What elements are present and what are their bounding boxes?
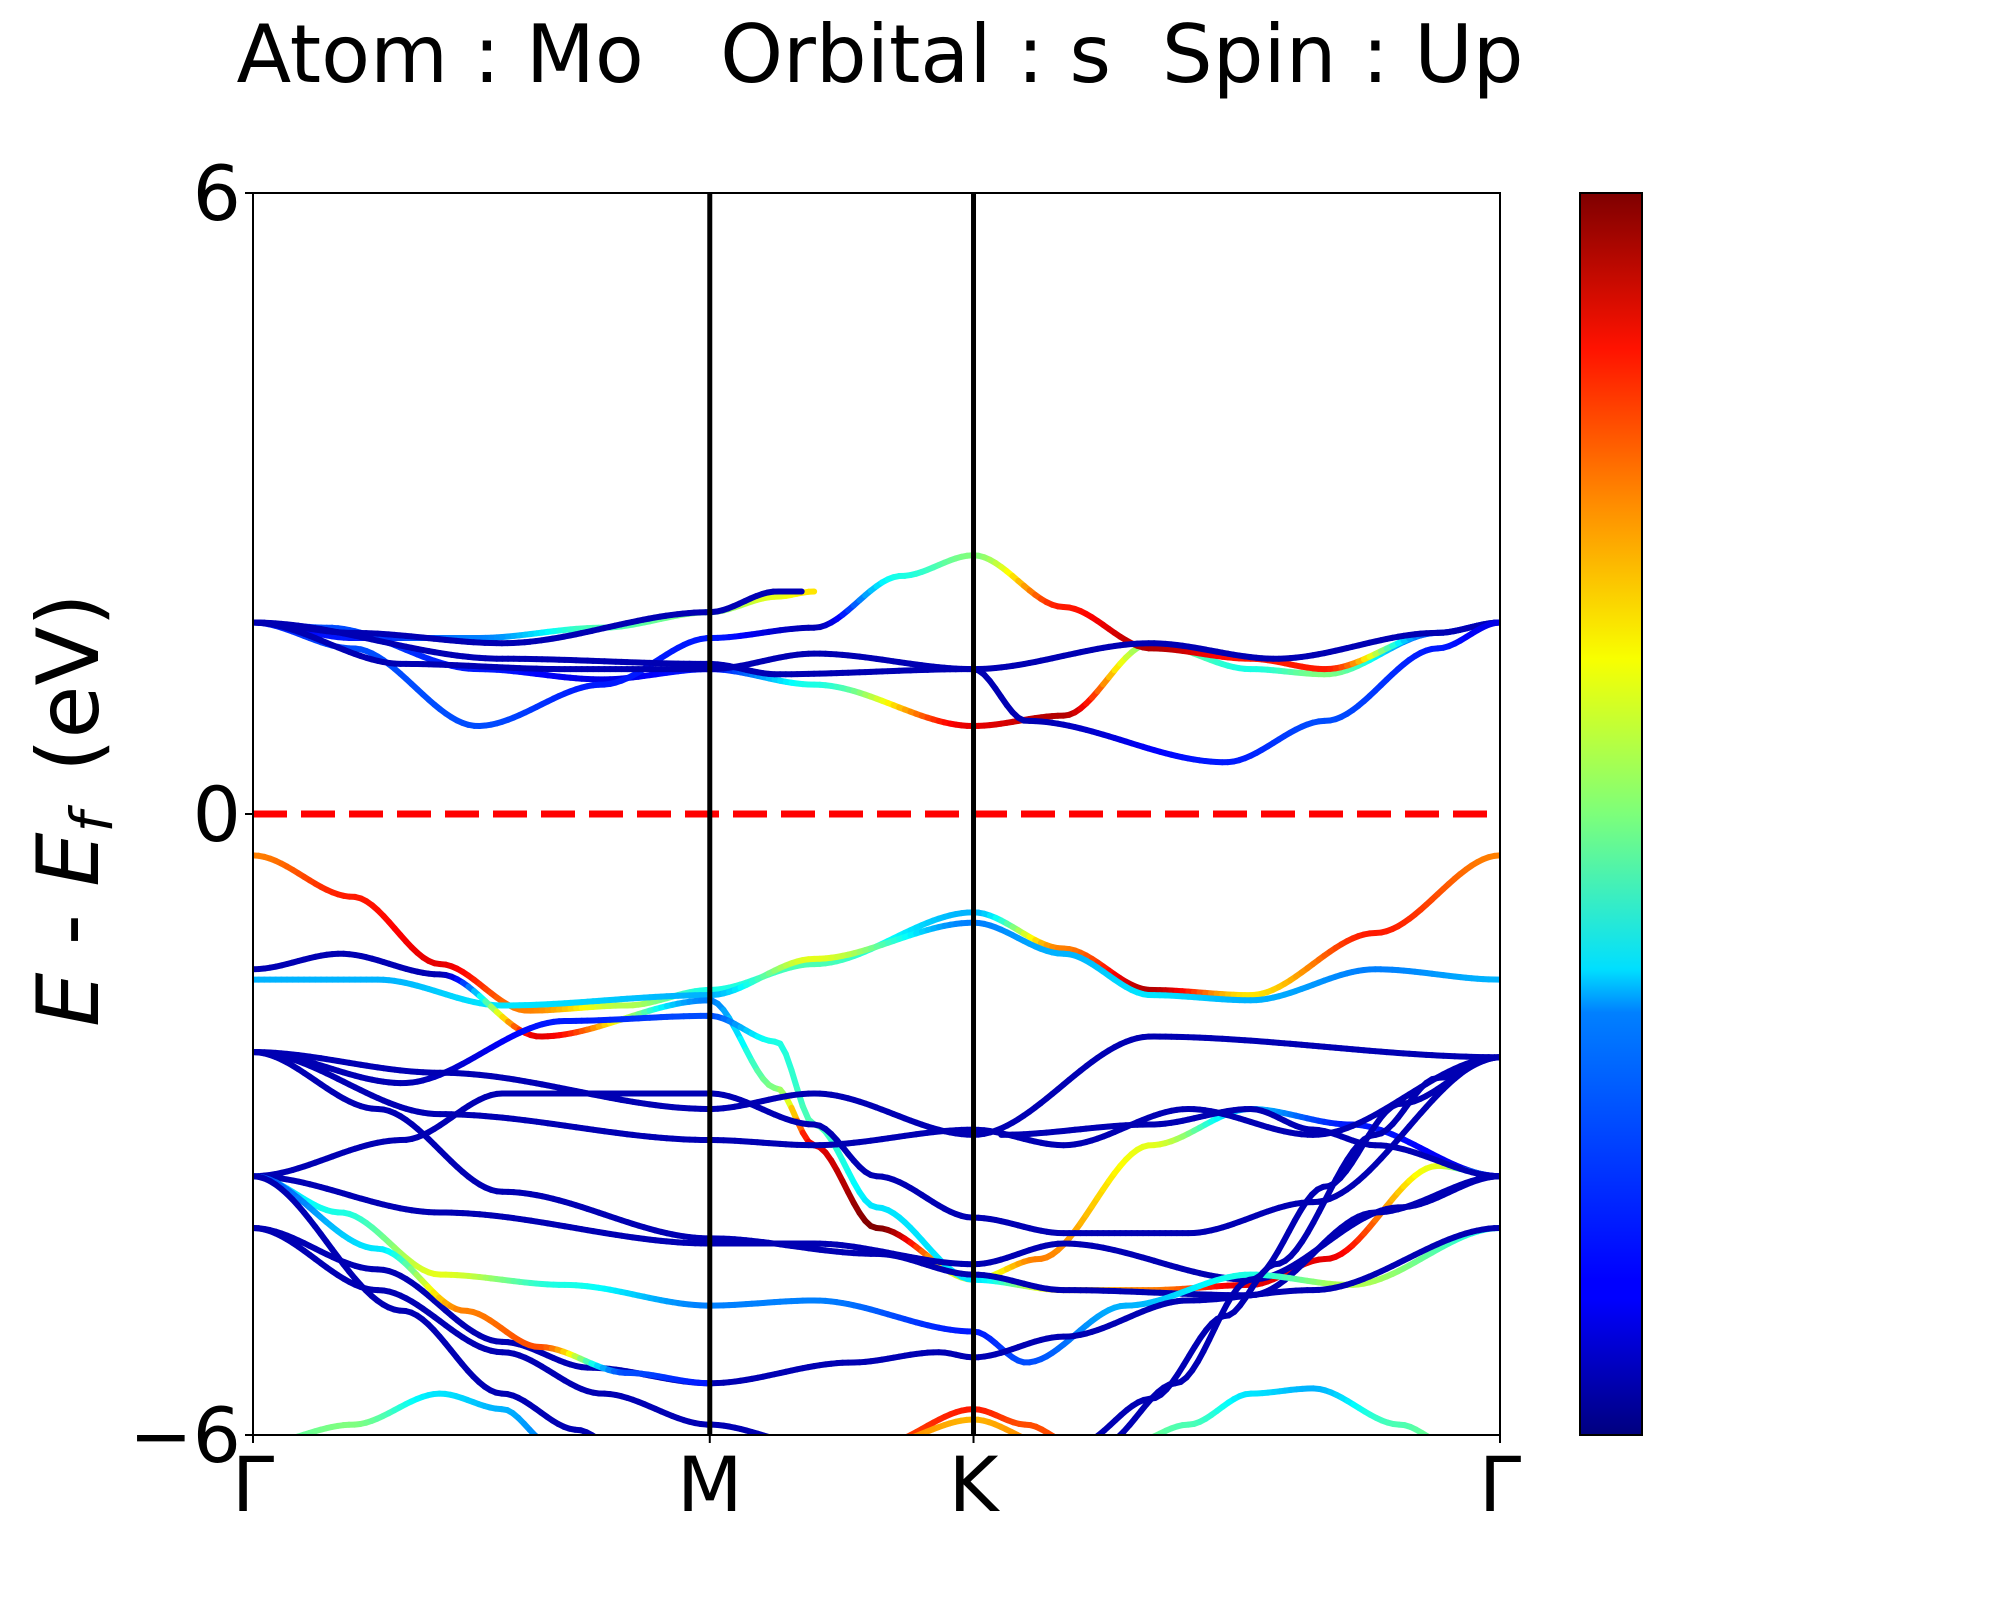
- x-tick-label: Γ: [1479, 1440, 1521, 1529]
- kpoint-divider-lines: [707, 193, 977, 1435]
- band-19: [253, 1173, 598, 1435]
- chart-title: Atom : Mo Orbital : s Spin : Up: [236, 8, 1524, 101]
- y-axis-label: E - Ef (eV): [19, 593, 126, 1027]
- band-3: [253, 619, 1500, 673]
- y-axis-ticks: 6 0 −6: [129, 149, 253, 1480]
- colorbar: [1579, 192, 1643, 1436]
- band-26: [998, 1105, 1500, 1180]
- band-4: [253, 619, 1500, 766]
- band-7: [253, 919, 1500, 1009]
- y-label-E: E: [19, 972, 119, 1027]
- y-label-minus: -: [19, 887, 119, 973]
- y-tick-label: 6: [193, 149, 241, 238]
- x-tick-label: Γ: [232, 1440, 274, 1529]
- band-lines: [253, 552, 1500, 1435]
- y-tick-label: −6: [129, 1391, 241, 1480]
- x-tick-label: M: [677, 1440, 743, 1529]
- y-tick-label: 0: [193, 770, 241, 859]
- band-24: [1115, 1054, 1500, 1435]
- x-tick-label: K: [949, 1440, 1001, 1529]
- y-label-unit: (eV): [19, 593, 119, 772]
- band-20: [292, 1390, 540, 1435]
- y-label-Ef: E: [19, 832, 119, 887]
- band-5: [253, 588, 805, 647]
- band-25: [1150, 1385, 1431, 1435]
- y-label-Ef-subscript: f: [58, 804, 126, 832]
- band-14: [253, 1049, 1500, 1299]
